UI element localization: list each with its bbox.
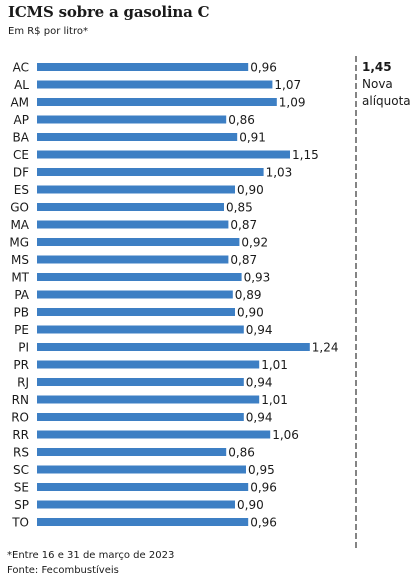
- value-label-rr: 1,06: [272, 428, 299, 442]
- value-label-mg: 0,92: [241, 236, 268, 250]
- nova-aliquota-label-line1: Nova: [362, 77, 393, 91]
- category-label-es: ES: [14, 183, 29, 197]
- bar-ma: [37, 220, 229, 229]
- bar-rr: [37, 430, 271, 439]
- value-label-ap: 0,86: [228, 113, 255, 127]
- value-label-ce: 1,15: [292, 148, 319, 162]
- value-label-pa: 0,89: [235, 288, 262, 302]
- nova-aliquota-label-line2: alíquota: [362, 94, 411, 108]
- category-label-mt: MT: [11, 271, 29, 285]
- value-label-pi: 1,24: [312, 341, 339, 355]
- value-label-pb: 0,90: [237, 306, 264, 320]
- category-label-pa: PA: [14, 288, 29, 302]
- value-label-rj: 0,94: [246, 376, 273, 390]
- value-label-al: 1,07: [274, 78, 301, 92]
- category-label-go: GO: [10, 201, 29, 215]
- category-label-ce: CE: [13, 148, 29, 162]
- value-label-pr: 1,01: [261, 358, 288, 372]
- bar-rs: [37, 448, 227, 456]
- value-label-ms: 0,87: [230, 253, 257, 267]
- source-note: Fonte: Fecombustíveis: [7, 565, 119, 576]
- value-label-pe: 0,94: [246, 323, 273, 337]
- bar-am: [37, 98, 277, 106]
- category-label-ro: RO: [11, 411, 29, 425]
- bar-mg: [37, 238, 240, 246]
- category-label-al: AL: [14, 78, 29, 92]
- bar-ro: [37, 413, 244, 421]
- bar-sp: [37, 500, 235, 509]
- value-label-ro: 0,94: [246, 411, 273, 425]
- value-label-ac: 0,96: [250, 61, 277, 75]
- bar-sc: [37, 465, 246, 474]
- bar-go: [37, 203, 224, 211]
- value-label-se: 0,96: [250, 481, 277, 495]
- nova-aliquota-value: 1,45: [362, 60, 392, 74]
- bars-group: AC 0,96 AL 1,07 AM 1,09 AP 0,86 BA 0,91 CE 1,15 DF 1,…: [9, 61, 338, 530]
- bar-ms: [37, 255, 229, 264]
- category-label-sp: SP: [14, 498, 29, 512]
- bar-pi: [37, 343, 310, 351]
- category-label-ms: MS: [11, 253, 29, 267]
- category-label-se: SE: [14, 481, 29, 495]
- value-label-go: 0,85: [226, 201, 253, 215]
- bar-pe: [37, 325, 244, 334]
- category-label-rs: RS: [13, 446, 29, 460]
- bar-to: [37, 518, 249, 526]
- value-label-es: 0,90: [237, 183, 264, 197]
- bar-pa: [37, 290, 233, 299]
- category-label-pi: PI: [18, 341, 29, 355]
- category-label-sc: SC: [13, 463, 29, 477]
- value-label-sp: 0,90: [237, 498, 264, 512]
- bar-rn: [37, 395, 260, 404]
- category-label-am: AM: [10, 96, 29, 110]
- bar-df: [37, 168, 264, 176]
- bar-al: [37, 80, 273, 89]
- category-label-ba: BA: [13, 131, 30, 145]
- chart-subtitle: Em R$ por litro*: [8, 26, 88, 37]
- bar-ap: [37, 115, 227, 124]
- value-label-df: 1,03: [266, 166, 293, 180]
- chart-title: ICMS sobre a gasolina C: [8, 3, 210, 21]
- category-label-pe: PE: [14, 323, 29, 337]
- category-label-to: TO: [11, 516, 29, 530]
- value-label-sc: 0,95: [248, 463, 275, 477]
- category-label-ac: AC: [13, 61, 29, 75]
- value-label-rs: 0,86: [228, 446, 255, 460]
- value-label-mt: 0,93: [244, 271, 271, 285]
- category-label-mg: MG: [9, 236, 29, 250]
- category-label-rn: RN: [12, 393, 29, 407]
- value-label-to: 0,96: [250, 516, 277, 530]
- bar-rj: [37, 378, 244, 386]
- value-label-rn: 1,01: [261, 393, 288, 407]
- category-label-ma: MA: [10, 218, 29, 232]
- bar-ba: [37, 133, 238, 141]
- bar-pr: [37, 360, 260, 369]
- bar-mt: [37, 273, 242, 281]
- annotation-group: 1,45 Nova alíquota: [355, 56, 411, 548]
- bar-se: [37, 483, 249, 491]
- footnote: *Entre 16 e 31 de março de 2023: [7, 550, 175, 561]
- value-label-am: 1,09: [279, 96, 306, 110]
- value-label-ba: 0,91: [239, 131, 266, 145]
- value-label-ma: 0,87: [230, 218, 257, 232]
- category-label-df: DF: [13, 166, 29, 180]
- category-label-pb: PB: [14, 306, 29, 320]
- category-label-pr: PR: [13, 358, 29, 372]
- bar-es: [37, 185, 235, 194]
- category-label-rr: RR: [12, 428, 29, 442]
- bar-ac: [37, 63, 249, 71]
- category-label-rj: RJ: [17, 376, 29, 390]
- bar-ce: [37, 150, 290, 159]
- category-label-ap: AP: [14, 113, 29, 127]
- bar-pb: [37, 308, 235, 316]
